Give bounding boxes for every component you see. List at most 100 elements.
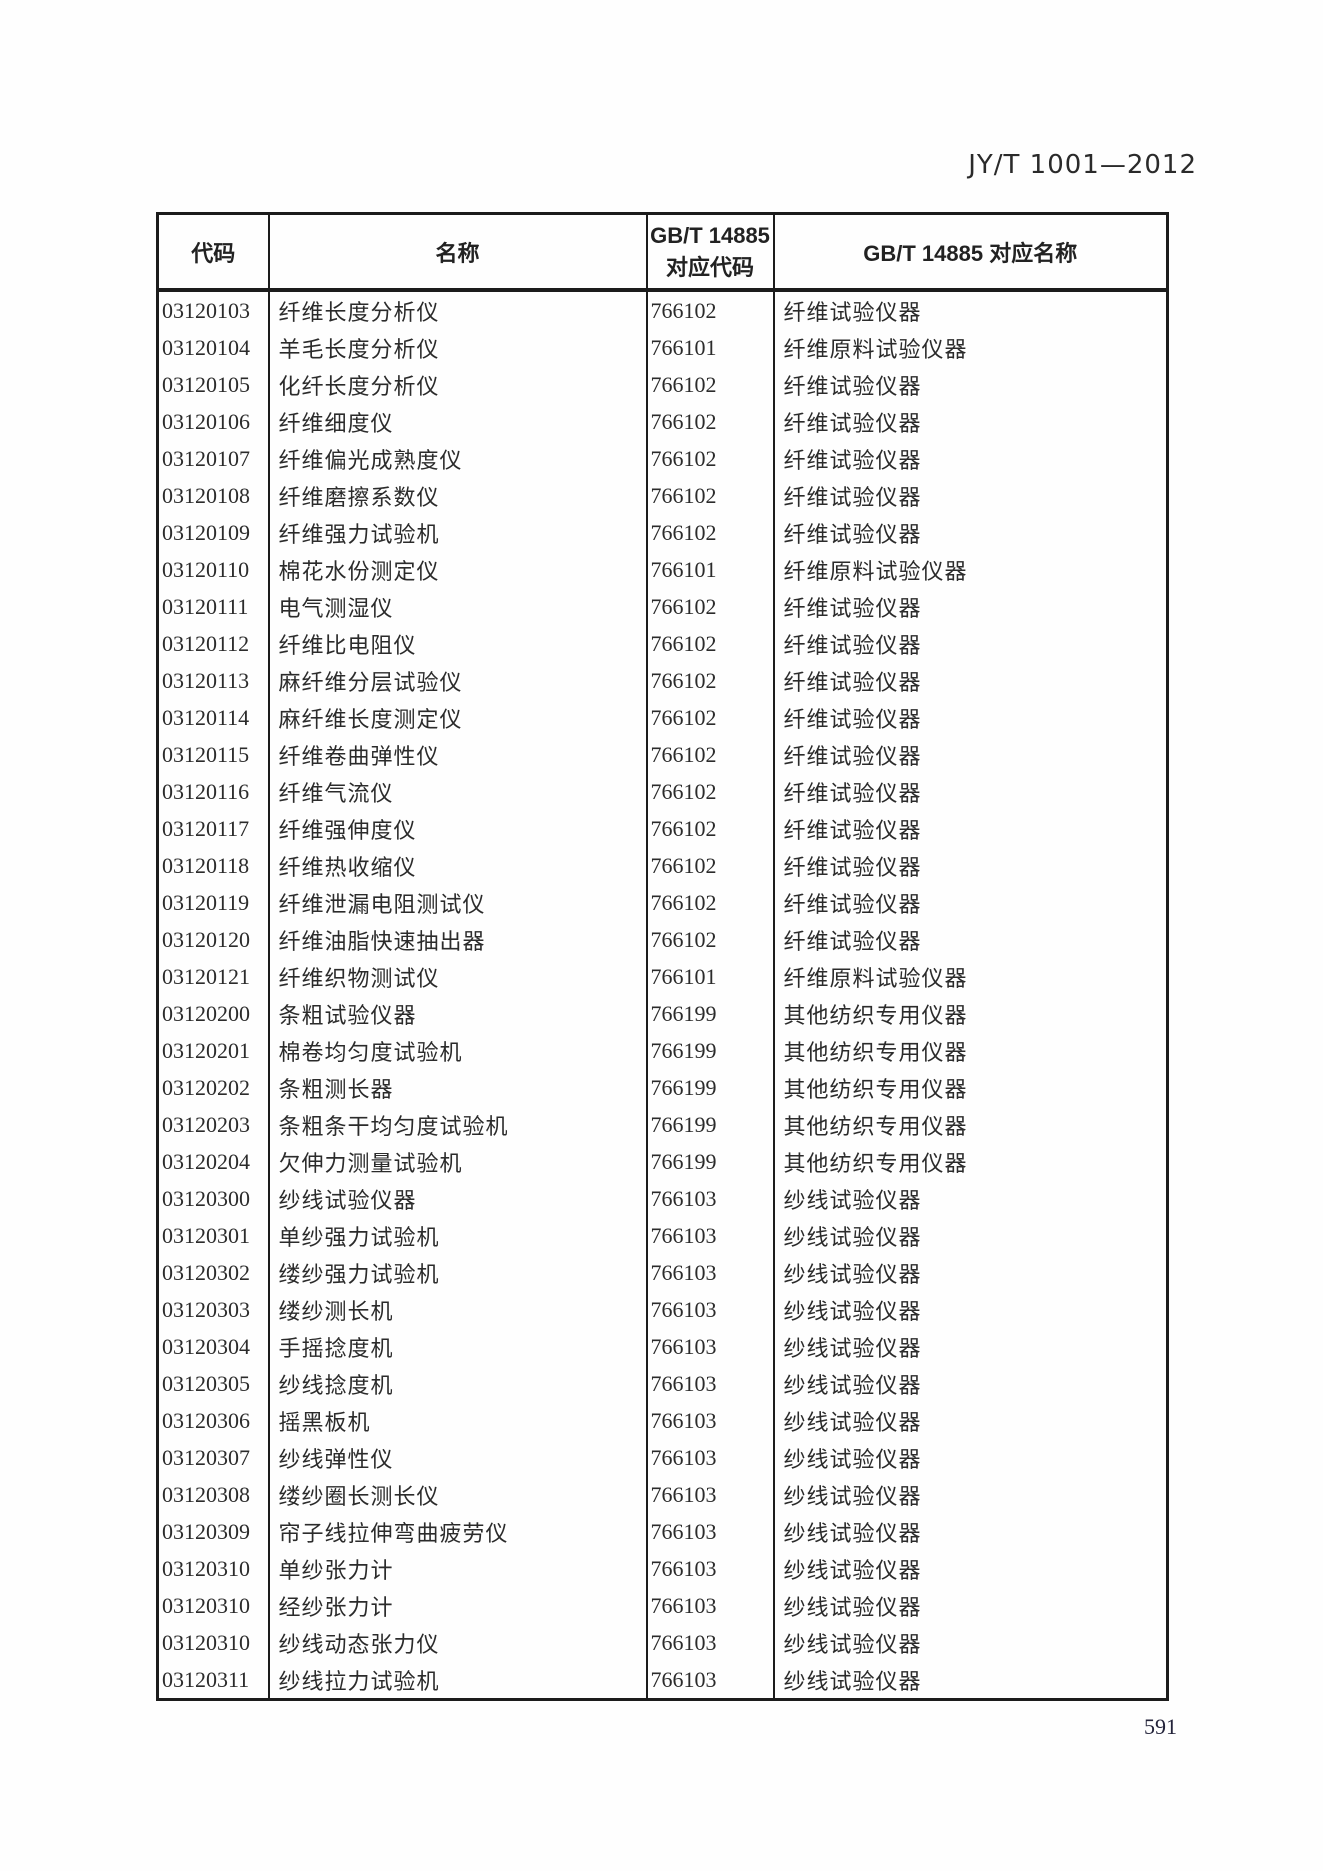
- cell-name: 羊毛长度分析仪: [267, 329, 648, 366]
- cell-name: 手摇捻度机: [267, 1328, 648, 1365]
- col-header-gbt-name: GB/T 14885 对应名称: [772, 213, 1169, 292]
- cell-name: 麻纤维长度测定仪: [267, 699, 648, 736]
- cell-gbt-code: 766102: [645, 403, 775, 440]
- cell-gbt-code: 766102: [645, 810, 775, 847]
- cell-gbt-name: 纤维试验仪器: [772, 477, 1169, 514]
- cell-name: 条粗试验仪器: [267, 995, 648, 1032]
- cell-gbt-name: 纤维试验仪器: [772, 290, 1169, 329]
- table-row: 03120108 纤维磨擦系数仪 766102 纤维试验仪器: [156, 477, 1169, 514]
- table-row: 03120202 条粗测长器 766199 其他纺织专用仪器: [156, 1069, 1169, 1106]
- cell-name: 纱线动态张力仪: [267, 1624, 648, 1661]
- cell-gbt-code: 766102: [645, 884, 775, 921]
- code-mapping-table: 代码 名称 GB/T 14885 对应代码 GB/T 14885 对应名称 03…: [156, 212, 1169, 1701]
- cell-gbt-code: 766103: [645, 1550, 775, 1587]
- cell-name: 棉花水份测定仪: [267, 551, 648, 588]
- cell-gbt-name: 纱线试验仪器: [772, 1402, 1169, 1439]
- cell-name: 纤维细度仪: [267, 403, 648, 440]
- cell-code: 03120116: [156, 773, 270, 810]
- cell-name: 纤维偏光成熟度仪: [267, 440, 648, 477]
- table-row: 03120300 纱线试验仪器 766103 纱线试验仪器: [156, 1180, 1169, 1217]
- cell-gbt-name: 纤维试验仪器: [772, 514, 1169, 551]
- cell-code: 03120201: [156, 1032, 270, 1069]
- cell-code: 03120113: [156, 662, 270, 699]
- cell-name: 缕纱圈长测长仪: [267, 1476, 648, 1513]
- cell-code: 03120303: [156, 1291, 270, 1328]
- col-header-gbt-code: GB/T 14885 对应代码: [645, 213, 775, 292]
- cell-gbt-code: 766102: [645, 736, 775, 773]
- cell-name: 纤维油脂快速抽出器: [267, 921, 648, 958]
- cell-name: 麻纤维分层试验仪: [267, 662, 648, 699]
- cell-name: 纤维磨擦系数仪: [267, 477, 648, 514]
- cell-gbt-name: 纱线试验仪器: [772, 1513, 1169, 1550]
- cell-code: 03120307: [156, 1439, 270, 1476]
- cell-code: 03120305: [156, 1365, 270, 1402]
- table-row: 03120119 纤维泄漏电阻测试仪 766102 纤维试验仪器: [156, 884, 1169, 921]
- table-row: 03120307 纱线弹性仪 766103 纱线试验仪器: [156, 1439, 1169, 1476]
- table-row: 03120106 纤维细度仪 766102 纤维试验仪器: [156, 403, 1169, 440]
- table-row: 03120204 欠伸力测量试验机 766199 其他纺织专用仪器: [156, 1143, 1169, 1180]
- cell-gbt-name: 纤维试验仪器: [772, 366, 1169, 403]
- cell-gbt-code: 766102: [645, 625, 775, 662]
- cell-name: 帘子线拉伸弯曲疲劳仪: [267, 1513, 648, 1550]
- col-header-name: 名称: [267, 213, 648, 292]
- cell-code: 03120121: [156, 958, 270, 995]
- cell-code: 03120105: [156, 366, 270, 403]
- cell-code: 03120300: [156, 1180, 270, 1217]
- cell-gbt-name: 纤维试验仪器: [772, 773, 1169, 810]
- cell-name: 纤维气流仪: [267, 773, 648, 810]
- cell-gbt-code: 766199: [645, 1032, 775, 1069]
- cell-code: 03120120: [156, 921, 270, 958]
- cell-gbt-name: 纱线试验仪器: [772, 1328, 1169, 1365]
- cell-code: 03120310: [156, 1624, 270, 1661]
- table-row: 03120116 纤维气流仪 766102 纤维试验仪器: [156, 773, 1169, 810]
- cell-name: 纤维比电阻仪: [267, 625, 648, 662]
- table-row: 03120104 羊毛长度分析仪 766101 纤维原料试验仪器: [156, 329, 1169, 366]
- cell-gbt-code: 766103: [645, 1476, 775, 1513]
- cell-code: 03120118: [156, 847, 270, 884]
- cell-code: 03120203: [156, 1106, 270, 1143]
- cell-gbt-code: 766199: [645, 1069, 775, 1106]
- cell-gbt-name: 其他纺织专用仪器: [772, 1069, 1169, 1106]
- table-row: 03120203 条粗条干均匀度试验机 766199 其他纺织专用仪器: [156, 1106, 1169, 1143]
- cell-gbt-name: 其他纺织专用仪器: [772, 1032, 1169, 1069]
- cell-name: 化纤长度分析仪: [267, 366, 648, 403]
- cell-name: 纱线捻度机: [267, 1365, 648, 1402]
- cell-gbt-code: 766101: [645, 551, 775, 588]
- cell-gbt-name: 纱线试验仪器: [772, 1439, 1169, 1476]
- cell-gbt-name: 纤维试验仪器: [772, 662, 1169, 699]
- cell-name: 单纱张力计: [267, 1550, 648, 1587]
- cell-gbt-code: 766102: [645, 773, 775, 810]
- cell-gbt-name: 纱线试验仪器: [772, 1624, 1169, 1661]
- cell-gbt-code: 766102: [645, 290, 775, 329]
- cell-gbt-code: 766102: [645, 477, 775, 514]
- cell-code: 03120202: [156, 1069, 270, 1106]
- cell-name: 单纱强力试验机: [267, 1217, 648, 1254]
- table-row: 03120310 单纱张力计 766103 纱线试验仪器: [156, 1550, 1169, 1587]
- cell-gbt-code: 766103: [645, 1217, 775, 1254]
- cell-gbt-code: 766199: [645, 1106, 775, 1143]
- cell-gbt-code: 766101: [645, 329, 775, 366]
- cell-gbt-name: 其他纺织专用仪器: [772, 1106, 1169, 1143]
- table-row: 03120201 棉卷均匀度试验机 766199 其他纺织专用仪器: [156, 1032, 1169, 1069]
- cell-name: 经纱张力计: [267, 1587, 648, 1624]
- table-row: 03120113 麻纤维分层试验仪 766102 纤维试验仪器: [156, 662, 1169, 699]
- cell-name: 纤维卷曲弹性仪: [267, 736, 648, 773]
- cell-gbt-name: 纤维试验仪器: [772, 921, 1169, 958]
- table-row: 03120109 纤维强力试验机 766102 纤维试验仪器: [156, 514, 1169, 551]
- cell-gbt-name: 纱线试验仪器: [772, 1661, 1169, 1700]
- cell-name: 纤维热收缩仪: [267, 847, 648, 884]
- cell-name: 电气测湿仪: [267, 588, 648, 625]
- cell-gbt-name: 纱线试验仪器: [772, 1476, 1169, 1513]
- cell-gbt-name: 纤维试验仪器: [772, 699, 1169, 736]
- cell-name: 纤维强力试验机: [267, 514, 648, 551]
- cell-gbt-code: 766199: [645, 995, 775, 1032]
- table-row: 03120121 纤维织物测试仪 766101 纤维原料试验仪器: [156, 958, 1169, 995]
- cell-name: 欠伸力测量试验机: [267, 1143, 648, 1180]
- cell-gbt-code: 766102: [645, 662, 775, 699]
- table-row: 03120115 纤维卷曲弹性仪 766102 纤维试验仪器: [156, 736, 1169, 773]
- cell-gbt-code: 766102: [645, 366, 775, 403]
- cell-gbt-name: 纤维试验仪器: [772, 588, 1169, 625]
- cell-gbt-name: 纤维原料试验仪器: [772, 551, 1169, 588]
- page-number: 591: [1144, 1714, 1177, 1739]
